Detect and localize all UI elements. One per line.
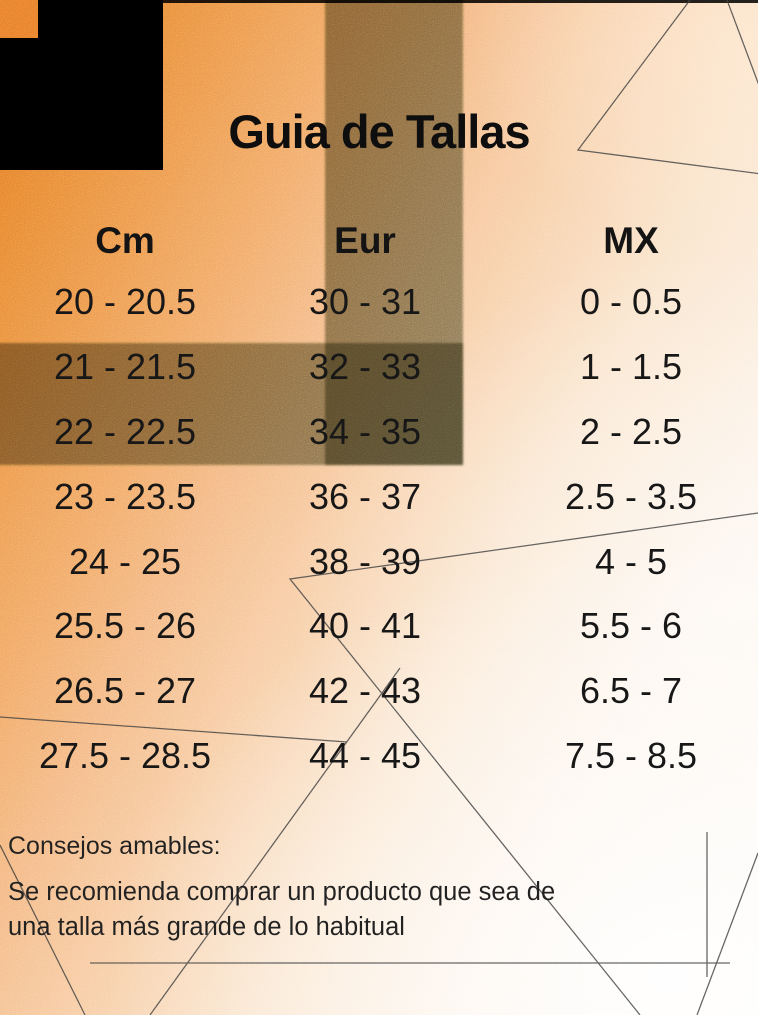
top-black-strip [160,0,758,3]
table-cell: 23 - 23.5 [53,475,197,517]
table-cell: 4 - 5 [594,540,668,582]
table-cell: 40 - 41 [308,605,422,647]
table-cell: 5.5 - 6 [579,605,683,647]
table-cell: 24 - 25 [68,540,182,582]
table-cell: 2 - 2.5 [579,410,683,452]
orange-corner-notch [0,0,38,38]
table-cell: 20 - 20.5 [53,281,197,323]
table-cell: 25.5 - 26 [53,605,197,647]
advice-note-line2: una talla más grande de lo habitual [8,913,405,941]
advice-note-line1: Se recomienda comprar un producto que se… [8,878,556,906]
column-header-cm: Cm [95,219,155,261]
page-title: Guia de Tallas [228,105,530,158]
table-cell: 27.5 - 28.5 [38,734,212,776]
table-cell: 26.5 - 27 [53,670,197,712]
table-cell: 34 - 35 [308,410,422,452]
table-cell: 32 - 33 [308,346,422,388]
table-cell: 21 - 21.5 [53,346,197,388]
advice-heading: Consejos amables: [8,832,221,860]
column-header-eur: Eur [334,219,396,261]
table-cell: 2.5 - 3.5 [564,475,698,517]
column-header-mx: MX [603,219,659,261]
table-cell: 38 - 39 [308,540,422,582]
table-cell: 36 - 37 [308,475,422,517]
table-cell: 1 - 1.5 [579,346,683,388]
size-conversion-table: Cm Eur MX 20 - 20.5 30 - 31 0 - 0.5 21 -… [0,210,758,788]
table-cell: 7.5 - 8.5 [564,734,698,776]
table-cell: 6.5 - 7 [579,670,683,712]
table-cell: 30 - 31 [308,281,422,323]
table-cell: 42 - 43 [308,670,422,712]
advice-section: Consejos amables: Se recomienda comprar … [8,832,648,945]
table-cell: 0 - 0.5 [579,281,683,323]
table-cell: 22 - 22.5 [53,410,197,452]
table-cell: 44 - 45 [308,734,422,776]
